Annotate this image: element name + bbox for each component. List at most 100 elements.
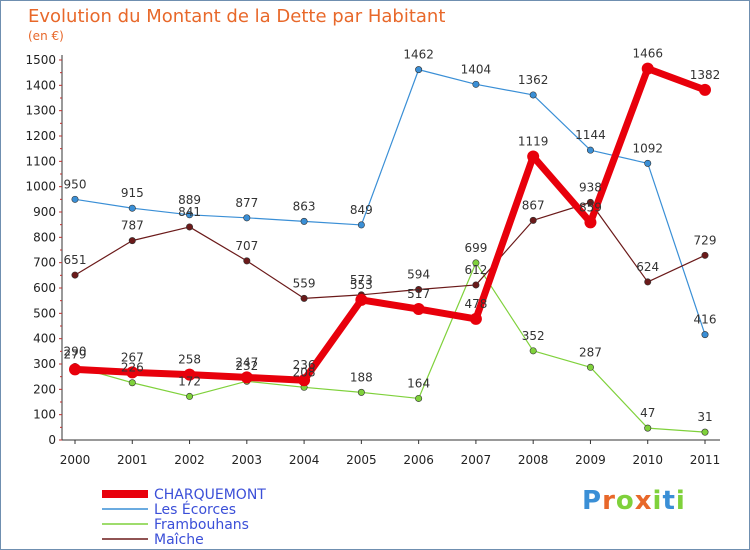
data-point — [529, 91, 537, 99]
data-label: 553 — [350, 278, 373, 292]
y-tick-label: 0 — [48, 433, 56, 447]
data-point — [300, 294, 308, 302]
data-label: 258 — [178, 353, 201, 367]
data-label: 938 — [579, 180, 602, 194]
data-label: 172 — [178, 374, 201, 388]
data-label: 226 — [121, 361, 144, 375]
data-point — [701, 331, 709, 339]
axes: 0 100 200 300 400 500 600 700 800 900 1000 1100 1200… — [25, 53, 720, 467]
logo-letter: x — [634, 486, 653, 516]
data-point — [699, 83, 711, 96]
data-label: 707 — [235, 239, 258, 253]
data-label: 1382 — [690, 68, 721, 82]
x-tick-label: 2005 — [346, 453, 377, 467]
logo-letter: i — [652, 486, 663, 516]
data-point — [415, 394, 423, 402]
data-point — [128, 204, 136, 212]
x-tick-label: 2010 — [632, 453, 663, 467]
y-tick-label: 1100 — [25, 154, 56, 168]
data-label: 1404 — [461, 62, 492, 76]
data-label: 416 — [694, 313, 717, 327]
series-line — [74, 201, 706, 299]
data-label: 287 — [579, 345, 602, 359]
data-label: 612 — [464, 263, 487, 277]
legend-label: Maîche — [154, 532, 204, 548]
data-label: 232 — [235, 359, 258, 373]
data-point — [128, 379, 136, 387]
x-tick-label: 2004 — [289, 453, 320, 467]
y-tick-label: 600 — [33, 281, 56, 295]
y-tick-label: 1000 — [25, 180, 56, 194]
logo-letter: r — [602, 486, 616, 516]
data-point — [415, 286, 423, 294]
data-label: 236 — [293, 358, 316, 372]
data-label: 624 — [636, 260, 659, 274]
data-point — [357, 388, 365, 396]
data-point — [586, 198, 594, 206]
logo-letter: P — [582, 486, 603, 516]
data-point — [586, 363, 594, 371]
y-tick-label: 300 — [33, 357, 56, 371]
data-point — [128, 237, 136, 245]
data-label: 164 — [407, 376, 430, 390]
data-label: 1462 — [403, 48, 434, 62]
data-label: 47 — [640, 406, 655, 420]
series-line — [74, 69, 706, 336]
data-point — [243, 257, 251, 265]
data-label: 1466 — [632, 47, 663, 61]
data-point — [644, 278, 652, 286]
data-point — [584, 216, 597, 229]
data-label: 841 — [178, 205, 201, 219]
legend-label: Frambouhans — [154, 517, 249, 533]
data-label: 1144 — [575, 128, 606, 142]
data-label: 867 — [522, 198, 545, 212]
data-label: 889 — [178, 193, 201, 207]
data-point — [71, 195, 79, 203]
data-label: 594 — [407, 268, 430, 282]
data-label: 651 — [64, 253, 87, 267]
y-tick-label: 1400 — [25, 78, 56, 92]
data-label: 950 — [64, 177, 87, 191]
data-label: 859 — [579, 200, 602, 214]
series-line — [71, 65, 709, 384]
data-label: 863 — [293, 199, 316, 213]
y-tick-label: 200 — [33, 382, 56, 396]
x-tick-label: 2007 — [461, 453, 492, 467]
logo-letter: i — [675, 486, 686, 516]
data-label: 31 — [697, 410, 712, 424]
data-point — [186, 392, 194, 400]
data-label: 849 — [350, 203, 373, 217]
legend-label: Les Écorces — [154, 501, 236, 518]
data-point — [529, 216, 537, 224]
data-labels: 950 915 889 877 863 849 1462 1404 1362 1144 1092 41… — [64, 47, 721, 425]
data-point — [357, 221, 365, 229]
data-label: 699 — [464, 241, 487, 255]
data-label: 573 — [350, 273, 373, 287]
data-label: 188 — [350, 370, 373, 384]
data-label: 877 — [235, 196, 258, 210]
chart-subtitle: (en €) — [28, 29, 64, 43]
data-point — [527, 150, 540, 163]
data-point — [586, 146, 594, 154]
data-label: 208 — [293, 365, 316, 379]
y-tick-label: 700 — [33, 256, 56, 270]
data-point — [469, 312, 482, 325]
data-label: 352 — [522, 329, 545, 343]
y-tick-label: 800 — [33, 230, 56, 244]
chart-title: Evolution du Montant de la Dette par Hab… — [28, 6, 445, 27]
x-tick-label: 2000 — [60, 453, 91, 467]
data-point — [644, 424, 652, 432]
data-point — [240, 371, 253, 384]
data-point — [186, 211, 194, 219]
data-point — [701, 251, 709, 259]
data-label: 915 — [121, 186, 144, 200]
x-tick-label: 2011 — [690, 453, 721, 467]
x-tick-label: 2002 — [174, 453, 205, 467]
data-point — [298, 374, 311, 387]
series-line — [74, 262, 706, 433]
data-label: 1362 — [518, 73, 549, 87]
data-label: 517 — [407, 287, 430, 301]
